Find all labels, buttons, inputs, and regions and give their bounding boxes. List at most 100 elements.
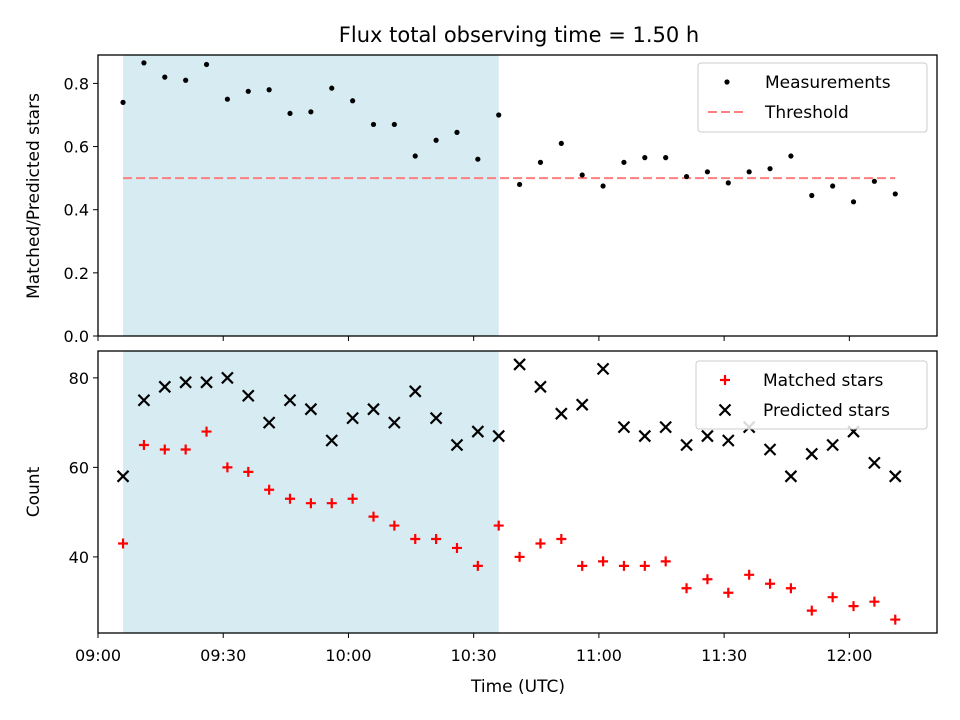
bottom-matched-stars-point: [556, 534, 567, 544]
bottom-matched-stars-point: [848, 601, 859, 612]
bottom-matched-stars-point: [389, 520, 400, 531]
top-measurement-point: [433, 137, 439, 143]
bottom-matched-stars-point: [806, 605, 817, 616]
bottom-predicted-stars-point: [450, 438, 464, 452]
top-measurement-point: [767, 166, 773, 172]
top-measurement-point: [120, 99, 126, 105]
bottom-predicted-stars-point: [555, 407, 568, 420]
bottom-axes-frame: [97, 350, 938, 634]
bottom-y-tick-label: 80: [69, 369, 89, 388]
bottom-predicted-stars-point: [763, 443, 777, 456]
top-measurement-point: [162, 74, 168, 80]
bottom-panel: 40 60 80 09:00 09:30 10:00 10:30 11:00 11:30 12:0…: [69, 350, 938, 665]
top-legend-label: Threshold: [764, 103, 849, 123]
bottom-predicted-stars-point: [367, 402, 380, 416]
top-measurement-point: [621, 159, 627, 165]
bottom-predicted-stars-point: [617, 420, 631, 434]
top-y-tick-label: 0.0: [64, 327, 89, 346]
top-measurement-point: [245, 88, 251, 94]
bottom-matched-stars-point: [765, 578, 776, 589]
top-y-axis-label: Matched/Predicted stars: [24, 93, 44, 299]
top-measurement-point: [308, 109, 314, 115]
bottom-predicted-stars-point: [116, 470, 130, 483]
top-measurement-point: [537, 159, 544, 165]
bottom-matched-stars-point: [305, 498, 316, 509]
bottom-predicted-stars-point: [408, 385, 422, 398]
bottom-matched-stars-point: [618, 560, 629, 571]
top-legend-label: Measurements: [765, 73, 891, 93]
bottom-predicted-stars-point: [262, 416, 276, 429]
bottom-predicted-stars-point: [158, 380, 172, 394]
top-measurement-point: [642, 155, 648, 161]
top-measurement-point: [558, 140, 564, 147]
bottom-predicted-stars-point: [722, 434, 735, 447]
chart-title: Flux total observing time = 1.50 h: [339, 23, 699, 47]
bottom-matched-stars-point: [681, 583, 692, 594]
bottom-predicted-stars-point: [200, 376, 213, 389]
top-measurement-point: [141, 60, 147, 66]
top-measurement-point: [266, 87, 272, 93]
top-y-tick-label: 0.2: [64, 264, 89, 283]
bottom-predicted-stars-point: [346, 411, 359, 425]
bottom-y-tick-label: 60: [69, 458, 89, 477]
bottom-predicted-stars-point: [888, 470, 902, 483]
bottom-matched-stars-point: [222, 462, 233, 473]
top-measurement-point: [496, 112, 502, 118]
bottom-x-tick-label: 09:00: [75, 646, 121, 665]
bottom-legend-label: Predicted stars: [763, 401, 890, 421]
bottom-predicted-stars-point: [513, 358, 526, 371]
bottom-matched-stars-point: [243, 466, 254, 477]
bottom-predicted-stars-point: [241, 389, 255, 403]
bottom-predicted-stars-point: [429, 411, 443, 425]
top-measurement-point: [809, 192, 815, 199]
top-measurement-point: [516, 181, 523, 188]
bottom-predicted-stars-point: [659, 420, 672, 434]
top-measurement-point: [183, 77, 189, 83]
top-measurement-point: [850, 199, 857, 205]
top-legend-marker: [724, 79, 730, 85]
bottom-matched-stars-point: [535, 538, 546, 549]
bottom-predicted-stars-point: [534, 380, 547, 394]
bottom-predicted-stars-point: [283, 393, 297, 407]
bottom-predicted-stars-point: [388, 416, 401, 429]
bottom-x-tick-label: 10:30: [451, 646, 497, 665]
top-measurement-point: [287, 110, 293, 117]
bottom-matched-stars-point: [410, 534, 421, 544]
bottom-predicted-stars-point: [221, 371, 234, 385]
top-measurement-point: [683, 173, 690, 180]
top-measurement-point: [830, 183, 836, 189]
bottom-matched-stars-point: [451, 542, 462, 553]
top-axes-frame: [97, 54, 938, 337]
top-shaded-span: [123, 55, 499, 336]
bottom-predicted-stars-point: [596, 362, 610, 376]
top-y-tick-label: 0.6: [64, 138, 89, 157]
bottom-matched-stars-point: [180, 444, 191, 455]
bottom-matched-stars-point: [660, 556, 671, 567]
top-measurement-point: [704, 169, 711, 175]
top-measurement-point: [370, 121, 377, 128]
bottom-matched-stars-point: [890, 614, 901, 625]
bottom-matched-stars-point: [785, 583, 796, 594]
bottom-legend-marker: [718, 403, 732, 417]
bottom-x-tick-label: 12:00: [826, 646, 872, 665]
bottom-predicted-stars-point: [638, 429, 652, 443]
bottom-predicted-stars-point: [304, 402, 318, 416]
bottom-matched-stars-point: [744, 569, 755, 580]
top-measurement-point: [788, 153, 794, 159]
bottom-legend-label: Matched stars: [763, 371, 883, 391]
top-measurement-point: [224, 96, 230, 102]
bottom-legend-box: [695, 360, 928, 430]
top-panel: 0.0 0.2 0.4 0.6 0.8 Measurements Threshold: [64, 54, 938, 346]
bottom-x-tick-label: 09:30: [200, 646, 246, 665]
bottom-predicted-stars-point: [179, 376, 192, 389]
bottom-matched-stars-point: [264, 484, 275, 495]
bottom-matched-stars-point: [827, 592, 838, 603]
top-measurement-point: [454, 129, 460, 135]
bottom-matched-stars-point: [639, 560, 650, 571]
top-measurement-point: [350, 98, 356, 104]
top-y-tick-label: 0.8: [64, 74, 89, 93]
bottom-matched-stars-point: [285, 493, 296, 504]
bottom-x-tick-label: 11:30: [701, 646, 747, 665]
top-measurement-point: [725, 180, 731, 186]
bottom-x-tick-label: 10:00: [325, 646, 371, 665]
